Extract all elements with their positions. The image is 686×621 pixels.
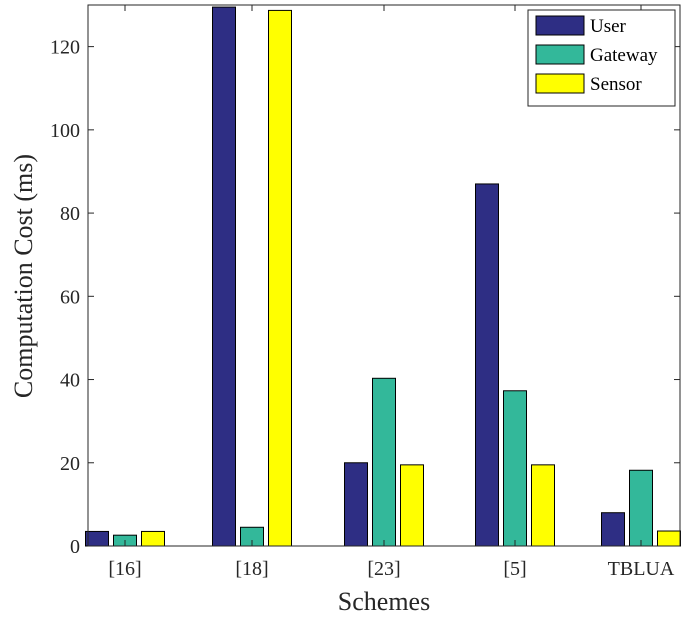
x-tick-label: [23]	[367, 558, 400, 580]
plot-area-frame	[87, 4, 681, 547]
bar-sensor-3	[531, 464, 555, 547]
bar-user-0	[85, 530, 109, 547]
legend-label-sensor: Sensor	[590, 74, 642, 95]
y-axis-ticks: 0 20 40 60 80 100 120	[50, 37, 680, 558]
bar-sensor-1	[268, 9, 292, 547]
y-tick-label: 120	[50, 37, 80, 59]
legend-swatch-sensor	[535, 73, 585, 94]
legend-swatch-user	[535, 15, 585, 36]
legend-swatch-gateway	[535, 44, 585, 65]
legend: User Gateway Sensor	[527, 9, 676, 107]
y-tick-label: 40	[60, 370, 80, 392]
x-tick-label: TBLUA	[608, 558, 675, 580]
y-tick-label: 100	[50, 120, 80, 142]
bar-gateway-2	[372, 377, 396, 547]
x-tick-label: [16]	[108, 558, 141, 580]
bar-user-1	[212, 6, 236, 547]
bar-gateway-3	[503, 390, 527, 547]
x-tick-label: [5]	[503, 558, 526, 580]
bar-gateway-4	[629, 469, 653, 547]
x-axis-ticks: [16] [18] [23] [5] TBLUA	[108, 5, 675, 580]
y-axis-title: Computation Cost (ms)	[9, 154, 38, 398]
bar-sensor-4	[657, 530, 681, 547]
y-tick-label: 20	[60, 453, 80, 475]
bar-sensor-2	[400, 464, 424, 547]
y-tick-label: 0	[70, 536, 80, 558]
bar-user-3	[475, 183, 499, 547]
bar-user-4	[601, 512, 625, 547]
x-axis-title: Schemes	[338, 587, 430, 616]
bar-user-2	[344, 462, 368, 547]
legend-label-gateway: Gateway	[590, 45, 658, 66]
bars-group	[85, 6, 681, 547]
y-tick-label: 60	[60, 286, 80, 308]
y-tick-label: 80	[60, 203, 80, 225]
x-tick-label: [18]	[235, 558, 268, 580]
legend-label-user: User	[590, 16, 627, 37]
bar-sensor-0	[141, 530, 165, 547]
